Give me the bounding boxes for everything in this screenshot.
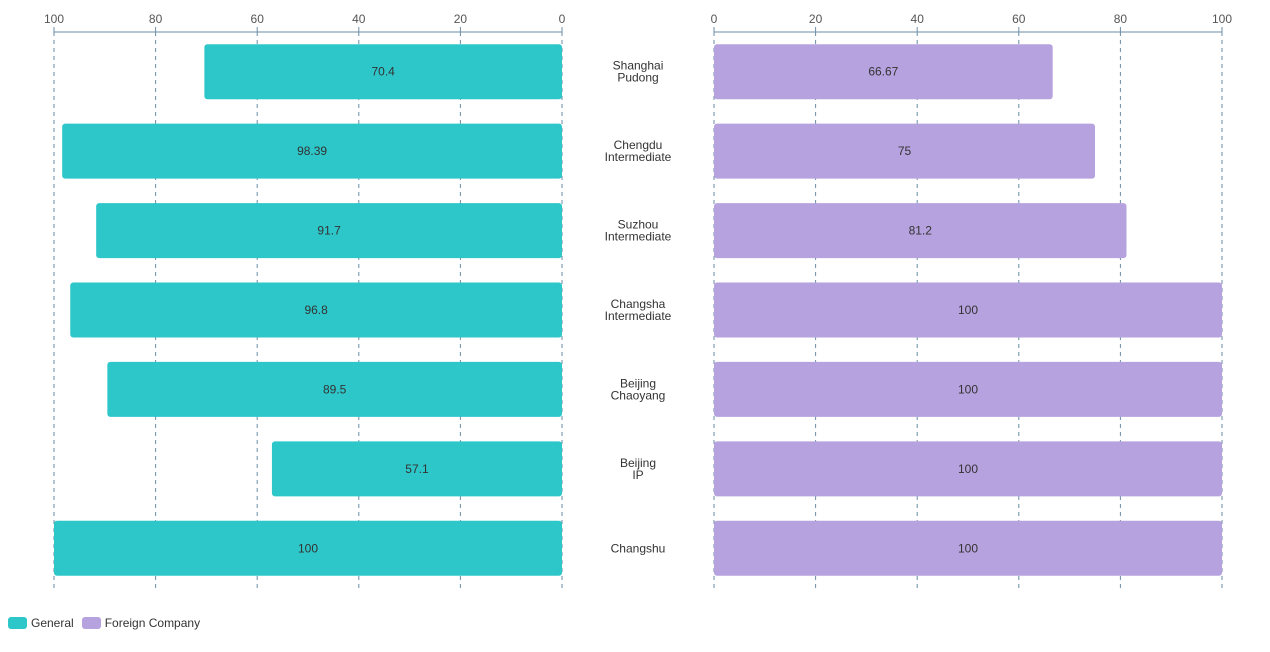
legend-item-general[interactable]: General bbox=[8, 616, 74, 630]
left-tick-label-40: 40 bbox=[352, 12, 366, 26]
value-label-general-0: 70.4 bbox=[372, 65, 396, 79]
bar-general-6 bbox=[54, 520, 562, 576]
category-label-3-line-0: Changsha bbox=[611, 297, 666, 311]
left-tick-label-80: 80 bbox=[149, 12, 163, 26]
category-label-5-line-0: Beijing bbox=[620, 456, 656, 470]
category-label-4-line-0: Beijing bbox=[620, 376, 656, 390]
left-tick-label-100: 100 bbox=[44, 12, 64, 26]
legend-swatch-general bbox=[8, 617, 27, 629]
value-label-general-6: 100 bbox=[298, 541, 318, 555]
bar-foreign-company-3 bbox=[714, 282, 1222, 338]
bar-general-4 bbox=[107, 361, 562, 417]
value-label-foreign-company-5: 100 bbox=[958, 462, 978, 476]
value-label-foreign-company-2: 81.2 bbox=[909, 224, 933, 238]
value-label-foreign-company-3: 100 bbox=[958, 303, 978, 317]
category-label-5-line-1: IP bbox=[632, 468, 643, 482]
legend: General Foreign Company bbox=[8, 616, 208, 630]
bar-general-2 bbox=[96, 203, 562, 259]
value-label-general-2: 91.7 bbox=[317, 224, 341, 238]
legend-label-general: General bbox=[31, 616, 74, 630]
category-label-3-line-1: Intermediate bbox=[605, 309, 672, 323]
legend-label-foreign-company: Foreign Company bbox=[104, 616, 201, 630]
category-label-2-line-1: Intermediate bbox=[605, 230, 672, 244]
category-label-4-line-1: Chaoyang bbox=[611, 388, 666, 402]
category-label-2-line-0: Suzhou bbox=[618, 218, 659, 232]
value-label-general-5: 57.1 bbox=[405, 462, 429, 476]
left-tick-label-20: 20 bbox=[454, 12, 468, 26]
value-label-general-1: 98.39 bbox=[297, 144, 327, 158]
value-label-foreign-company-6: 100 bbox=[958, 541, 978, 555]
bar-general-1 bbox=[62, 123, 562, 179]
bar-general-3 bbox=[70, 282, 563, 338]
category-label-0-line-1: Pudong bbox=[617, 71, 658, 85]
legend-swatch-foreign-company bbox=[81, 617, 101, 629]
bar-general-5 bbox=[271, 441, 562, 497]
legend-item-foreign-company[interactable]: Foreign Company bbox=[81, 616, 201, 630]
bar-general-0 bbox=[204, 44, 563, 100]
right-tick-label-80: 80 bbox=[1114, 12, 1128, 26]
category-label-1-line-1: Intermediate bbox=[605, 150, 672, 164]
right-tick-label-0: 0 bbox=[711, 12, 718, 26]
bar-foreign-company-1 bbox=[714, 123, 1095, 179]
value-label-foreign-company-4: 100 bbox=[958, 382, 978, 396]
bar-foreign-company-2 bbox=[714, 203, 1127, 259]
right-tick-label-60: 60 bbox=[1012, 12, 1026, 26]
category-label-6-line-0: Changshu bbox=[611, 541, 666, 555]
value-label-foreign-company-1: 75 bbox=[898, 144, 912, 158]
left-tick-label-60: 60 bbox=[251, 12, 265, 26]
value-label-general-3: 96.8 bbox=[304, 303, 328, 317]
value-label-foreign-company-0: 66.67 bbox=[868, 65, 898, 79]
right-tick-label-20: 20 bbox=[809, 12, 823, 26]
bar-foreign-company-4 bbox=[714, 361, 1222, 417]
value-label-general-4: 89.5 bbox=[323, 382, 347, 396]
bar-foreign-company-0 bbox=[714, 44, 1053, 100]
right-tick-label-100: 100 bbox=[1212, 12, 1232, 26]
left-tick-label-0: 0 bbox=[559, 12, 566, 26]
bar-foreign-company-5 bbox=[714, 441, 1222, 497]
category-label-0-line-0: Shanghai bbox=[613, 59, 664, 73]
category-label-1-line-0: Chengdu bbox=[614, 138, 663, 152]
right-tick-label-40: 40 bbox=[911, 12, 925, 26]
bar-foreign-company-6 bbox=[714, 520, 1222, 576]
